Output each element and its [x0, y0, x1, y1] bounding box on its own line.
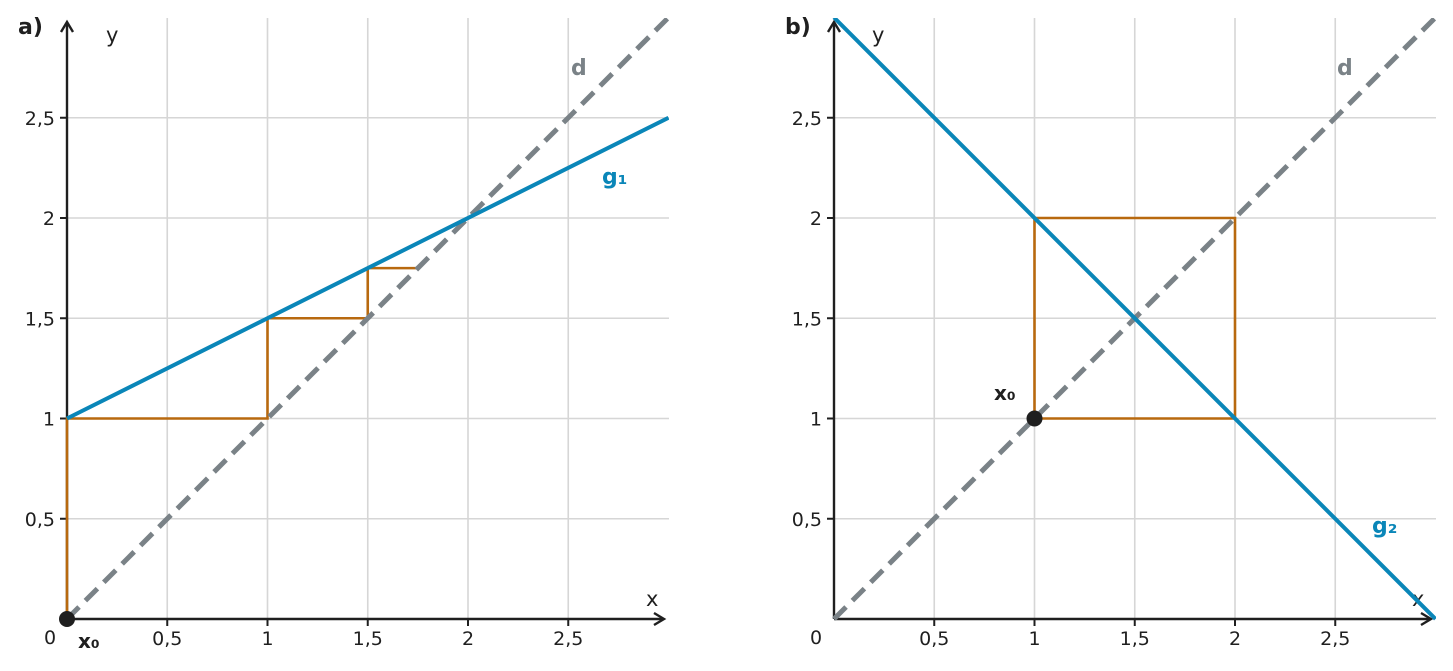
start-point-label: x₀ — [994, 381, 1016, 405]
y-tick-label: 1,5 — [792, 308, 822, 330]
x-tick-label: 0,5 — [919, 628, 949, 650]
y-tick-label: 1,5 — [25, 308, 55, 330]
x-tick-label: 2 — [462, 628, 474, 650]
x-axis-label: x — [646, 587, 658, 611]
y-tick-label: 2,5 — [25, 108, 55, 130]
x-tick-label: 0,5 — [152, 628, 182, 650]
origin-label: 0 — [44, 627, 56, 649]
y-tick-label: 0,5 — [792, 509, 822, 531]
x-axis-arrow — [653, 611, 667, 627]
y-tick-label: 1 — [810, 409, 822, 431]
series-line-d — [65, 18, 669, 621]
x-tick-label: 1 — [1028, 628, 1040, 650]
series-label: d — [571, 56, 587, 81]
y-tick-label: 2,5 — [792, 108, 822, 130]
panel-label: b) — [785, 15, 811, 40]
x-tick-label: 1 — [261, 628, 273, 650]
cobweb-path — [1033, 216, 1237, 420]
chart-panel-a: 0,5 1 1,5 2 2,5 0,5 1 1,5 2 2,5 0 x y a) d g₁ x₀ — [18, 15, 669, 653]
x-tick-label: 2,5 — [1320, 628, 1350, 650]
y-tick-label: 2 — [43, 208, 55, 230]
y-tick-label: 1 — [43, 409, 55, 431]
x-tick-label: 1,5 — [353, 628, 383, 650]
y-axis-arrow — [59, 19, 75, 33]
x-axis-arrow — [1420, 611, 1434, 627]
y-axis-label: y — [106, 23, 118, 47]
series-label: g₂ — [1372, 514, 1397, 539]
start-point-label: x₀ — [78, 629, 100, 653]
series-label: d — [1337, 56, 1353, 81]
panel-label: a) — [18, 15, 43, 40]
series-line-g2 — [832, 18, 1436, 621]
y-axis-arrow — [826, 19, 842, 33]
y-axis-label: y — [872, 23, 884, 47]
y-tick-label: 2 — [810, 208, 822, 230]
series-label: g₁ — [602, 165, 627, 190]
start-point-marker — [59, 611, 75, 627]
series-line-g1 — [66, 115, 669, 421]
start-point-marker — [1026, 410, 1043, 427]
y-tick-label: 0,5 — [25, 509, 55, 531]
x-tick-label: 1,5 — [1120, 628, 1150, 650]
x-tick-label: 2 — [1229, 628, 1241, 650]
x-tick-label: 2,5 — [553, 628, 583, 650]
origin-label: 0 — [810, 627, 822, 649]
